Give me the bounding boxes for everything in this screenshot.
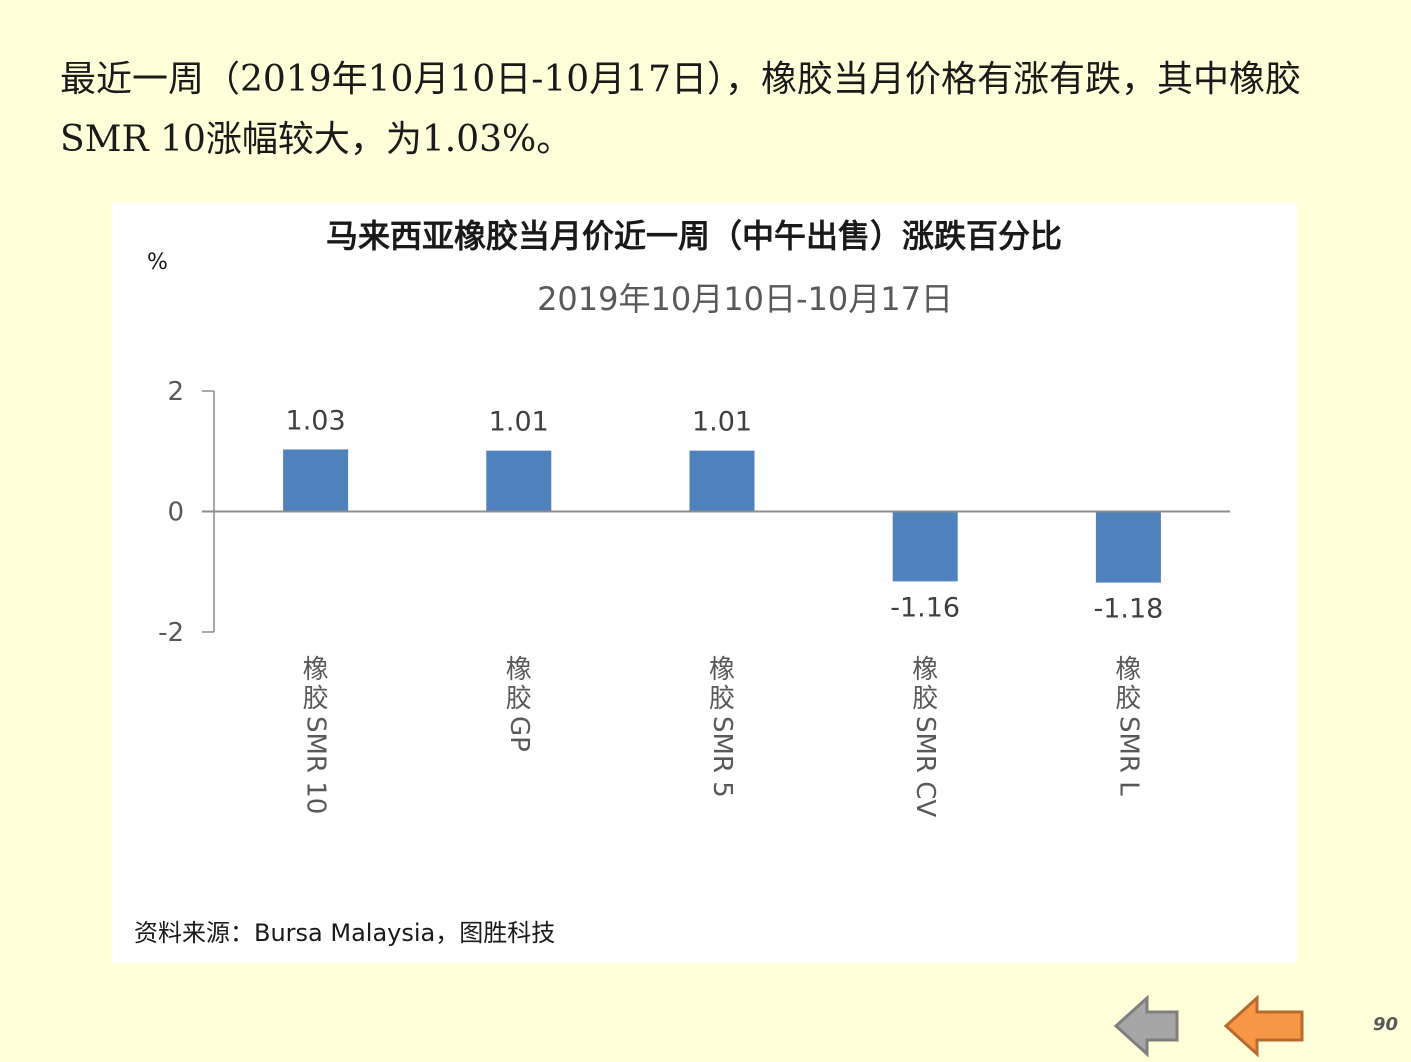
source-note: 资料来源：Bursa Malaysia，图胜科技: [134, 919, 555, 947]
y-axis-unit: %: [147, 250, 168, 275]
chart-subtitle: 2019年10月10日-10月17日: [537, 280, 953, 318]
category-label: 橡胶SMR 5: [707, 655, 737, 798]
page-number: 90: [1372, 1014, 1398, 1035]
data-label: 1.03: [286, 405, 346, 436]
category-label-text: GP: [504, 716, 534, 752]
category-label-char: 橡: [506, 655, 532, 685]
data-label: -1.16: [890, 592, 960, 623]
category-label: 橡胶SMR CV: [910, 655, 940, 817]
category-label-text: SMR L: [1113, 716, 1143, 796]
category-label-char: 橡: [912, 655, 938, 685]
category-label-char: 胶: [506, 684, 532, 714]
bar: [892, 511, 958, 582]
bar: [1095, 511, 1161, 583]
category-label-char: 橡: [709, 655, 735, 685]
category-label: 橡胶SMR 10: [301, 655, 331, 814]
category-label-char: 胶: [912, 684, 938, 714]
category-label-char: 橡: [1115, 655, 1141, 685]
category-label-text: SMR 5: [707, 716, 737, 798]
category-label-char: 胶: [303, 684, 329, 714]
chart-title: 马来西亚橡胶当月价近一周（中午出售）涨跌百分比: [326, 217, 1062, 255]
bar: [486, 450, 552, 512]
next-page-button[interactable]: [1222, 994, 1304, 1058]
category-label-text: SMR CV: [910, 716, 940, 817]
arrow-left-icon: [1223, 994, 1304, 1058]
category-label: 橡胶SMR L: [1113, 655, 1143, 796]
category-label-char: 胶: [1115, 684, 1141, 714]
intro-text: 最近一周（2019年10月10日-10月17日），橡胶当月价格有涨有跌，其中橡胶…: [60, 59, 1302, 160]
bar: [283, 449, 349, 512]
category-label-char: 胶: [709, 684, 735, 714]
data-label: -1.18: [1093, 594, 1163, 625]
data-label: 1.01: [489, 407, 549, 438]
arrow-left-icon: [1113, 994, 1179, 1058]
y-tick-label: 0: [167, 498, 184, 528]
chart-panel: 马来西亚橡胶当月价近一周（中午出售）涨跌百分比 % 2019年10月10日-10…: [112, 203, 1297, 963]
previous-page-button[interactable]: [1113, 994, 1183, 1058]
data-label: 1.01: [692, 407, 752, 438]
category-label-char: 橡: [303, 655, 329, 685]
bar: [689, 450, 755, 512]
y-tick-label: -2: [158, 618, 184, 648]
bar-chart: 马来西亚橡胶当月价近一周（中午出售）涨跌百分比 % 2019年10月10日-10…: [134, 217, 1230, 947]
y-tick-label: 2: [167, 377, 184, 407]
category-label-text: SMR 10: [301, 716, 331, 814]
